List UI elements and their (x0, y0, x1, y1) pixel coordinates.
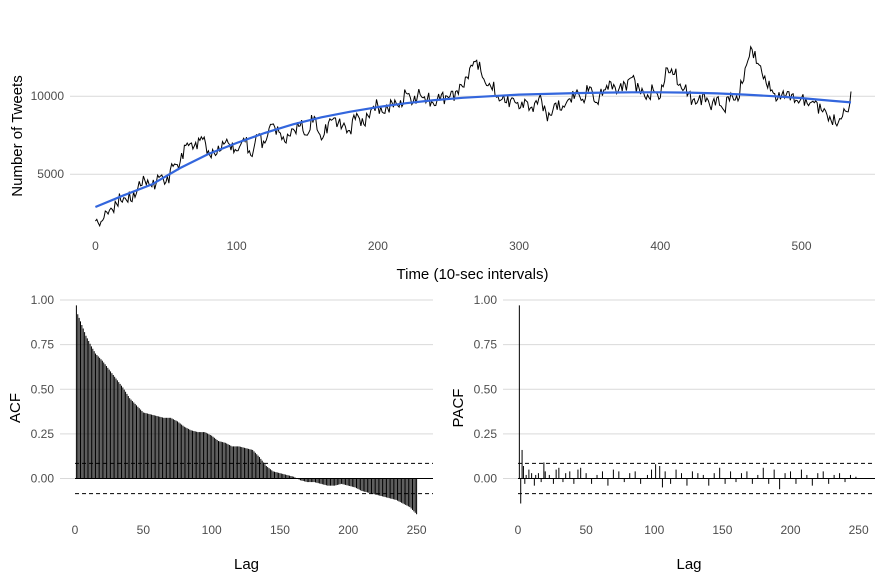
acf-y-tick-label: 0.00 (31, 472, 55, 486)
pacf-x-tick-label: 50 (579, 523, 593, 537)
pacf-y-tick-label: 0.75 (474, 338, 498, 352)
acf-x-tick-label: 250 (407, 523, 427, 537)
pacf-y-tick-label: 0.25 (474, 427, 498, 441)
acf-x-tick-label: 100 (202, 523, 222, 537)
tweets-x-tick-label: 0 (92, 239, 99, 253)
tweets-x-tick-label: 400 (650, 239, 670, 253)
acf-x-tick-label: 150 (270, 523, 290, 537)
acf-x-tick-label: 50 (137, 523, 151, 537)
tweets-x-axis-title: Time (10-sec intervals) (397, 266, 549, 283)
pacf-x-tick-label: 0 (515, 523, 522, 537)
tweets-y-tick-label: 10000 (31, 89, 65, 103)
acf-x-tick-label: 200 (338, 523, 358, 537)
tweets-observed-series-line (95, 45, 852, 228)
acf-x-axis-title: Lag (234, 556, 259, 573)
acf-y-axis-title: ACF (7, 393, 24, 423)
acf-y-tick-label: 1.00 (31, 293, 55, 307)
acf-y-tick-label: 0.75 (31, 338, 55, 352)
tweets-smooth-trend-line (94, 91, 852, 209)
tweets-y-tick-label: 5000 (37, 167, 64, 181)
pacf-correlogram-panel: 0.00 0.25 0.50 0.75 1.00 0 50 100 150 200 250 Lag PA… (450, 293, 875, 573)
acf-x-tick-label: 0 (72, 523, 79, 537)
pacf-x-tick-label: 250 (849, 523, 869, 537)
pacf-y-axis-title: PACF (450, 389, 467, 428)
tweets-y-axis-title: Number of Tweets (9, 75, 26, 196)
tweets-x-tick-label: 200 (368, 239, 388, 253)
pacf-x-tick-label: 150 (712, 523, 732, 537)
acf-y-tick-label: 0.50 (31, 382, 55, 396)
tweets-x-tick-label: 100 (227, 239, 247, 253)
acf-y-tick-label: 0.25 (31, 427, 55, 441)
pacf-x-tick-label: 200 (781, 523, 801, 537)
tweets-x-tick-label: 300 (509, 239, 529, 253)
pacf-x-tick-label: 100 (644, 523, 664, 537)
acf-correlogram-panel: 0.00 0.25 0.50 0.75 1.00 0 50 100 150 200 250 Lag AC… (7, 293, 433, 573)
pacf-x-axis-title: Lag (676, 556, 701, 573)
pacf-y-tick-label: 0.00 (474, 472, 498, 486)
pacf-y-tick-label: 0.50 (474, 382, 498, 396)
tweets-time-series-panel: 5000 10000 0 100 200 300 400 500 Time (10-sec in… (9, 45, 875, 283)
tweets-x-tick-label: 500 (792, 239, 812, 253)
pacf-y-tick-label: 1.00 (474, 293, 498, 307)
